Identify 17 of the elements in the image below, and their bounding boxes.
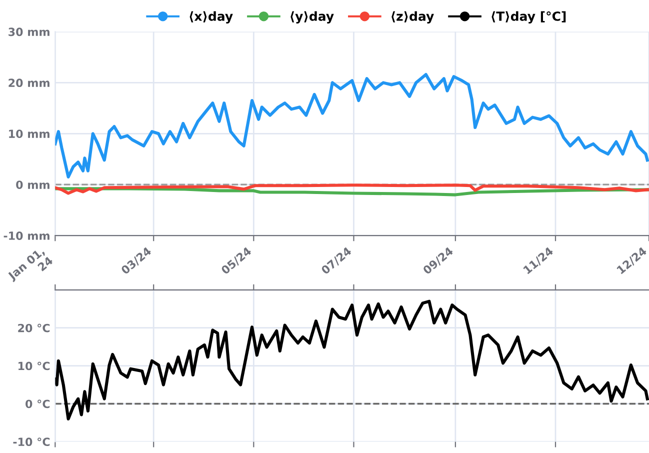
y-tick-label: 20 mm <box>8 78 50 88</box>
y-tick-label: -10 °C <box>13 438 50 446</box>
legend-label: ⟨z⟩day <box>392 11 434 24</box>
y-tick-label: 30 mm <box>8 28 50 36</box>
y-tick-label: -10 mm <box>4 232 50 240</box>
line-series <box>55 184 649 195</box>
y-tick-label: 10 mm <box>9 130 50 138</box>
y-tick-label: 0 °C <box>26 400 50 408</box>
line-series <box>55 300 649 420</box>
x-tick-label: Jan 01, 24 <box>6 246 54 282</box>
legend-label: ⟨T⟩day [°C] <box>492 11 566 24</box>
line-series <box>55 72 649 178</box>
legend-label: ⟨x⟩day <box>190 11 233 24</box>
y-tick-label: 20 °C <box>18 324 50 332</box>
legend-label: ⟨y⟩day <box>290 11 334 24</box>
y-tick-label: 10 °C <box>18 362 50 370</box>
y-tick-label: 0 mm <box>16 180 50 189</box>
